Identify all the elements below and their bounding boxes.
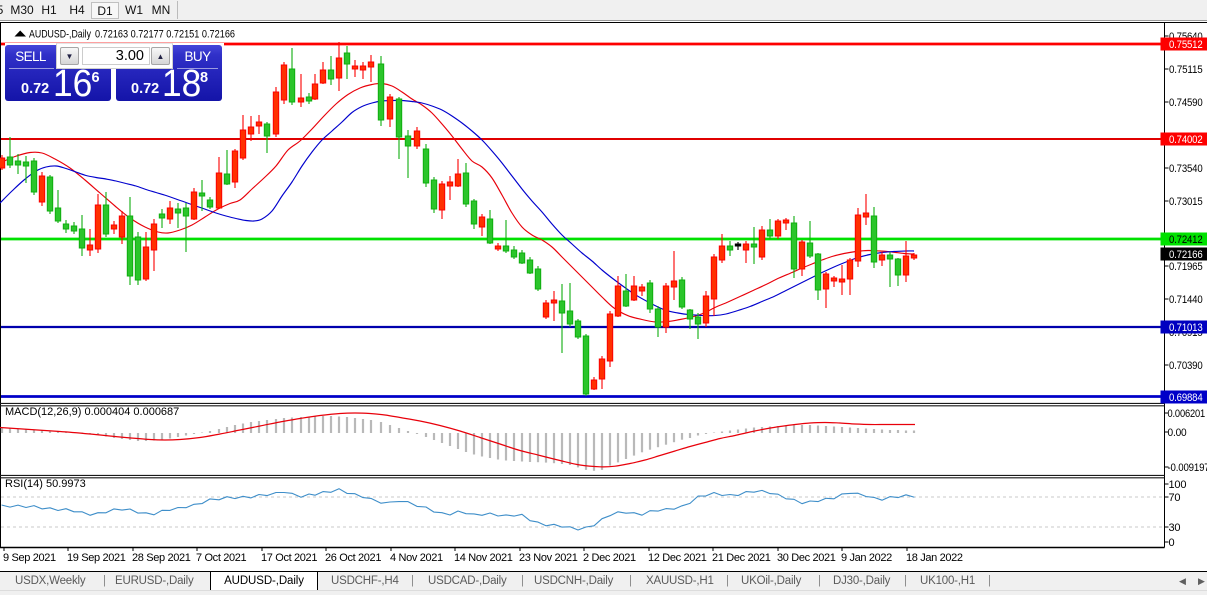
svg-text:28 Sep 2021: 28 Sep 2021 — [132, 552, 191, 564]
svg-text:21 Dec 2021: 21 Dec 2021 — [712, 552, 771, 564]
svg-text:0.73015: 0.73015 — [1169, 196, 1203, 208]
svg-text:AUDUSD-,Daily: AUDUSD-,Daily — [29, 29, 91, 41]
svg-text:18 Jan 2022: 18 Jan 2022 — [906, 552, 963, 564]
svg-text:0.74002: 0.74002 — [1169, 134, 1203, 146]
svg-text:0: 0 — [1169, 537, 1175, 549]
svg-text:0.71965: 0.71965 — [1169, 261, 1203, 273]
svg-text:0.75512: 0.75512 — [1169, 39, 1203, 51]
svg-text:0.72412: 0.72412 — [1169, 234, 1203, 246]
svg-text:26 Oct 2021: 26 Oct 2021 — [325, 552, 381, 564]
svg-text:0.73540: 0.73540 — [1169, 163, 1203, 175]
svg-text:0.70390: 0.70390 — [1169, 360, 1203, 372]
svg-text:19 Sep 2021: 19 Sep 2021 — [67, 552, 126, 564]
svg-text:RSI(14) 50.9973: RSI(14) 50.9973 — [5, 478, 86, 490]
svg-text:0.72166: 0.72166 — [1169, 249, 1203, 261]
svg-text:0.71440: 0.71440 — [1169, 294, 1203, 306]
svg-text:0.74590: 0.74590 — [1169, 97, 1203, 109]
svg-text:9 Sep 2021: 9 Sep 2021 — [3, 552, 56, 564]
svg-text:7 Oct 2021: 7 Oct 2021 — [196, 552, 247, 564]
svg-text:23 Nov 2021: 23 Nov 2021 — [519, 552, 578, 564]
svg-text:70: 70 — [1169, 492, 1181, 504]
svg-text:9 Jan 2022: 9 Jan 2022 — [841, 552, 892, 564]
svg-text:0.72163 0.72177 0.72151 0.7216: 0.72163 0.72177 0.72151 0.72166 — [95, 29, 235, 41]
svg-text:MACD(12,26,9) 0.000404 0.00068: MACD(12,26,9) 0.000404 0.000687 — [5, 406, 179, 418]
svg-text:17 Oct 2021: 17 Oct 2021 — [261, 552, 317, 564]
svg-text:14 Nov 2021: 14 Nov 2021 — [454, 552, 513, 564]
svg-text:30: 30 — [1169, 522, 1181, 534]
svg-text:0.69884: 0.69884 — [1169, 392, 1203, 404]
svg-text:30 Dec 2021: 30 Dec 2021 — [777, 552, 836, 564]
svg-text:2 Dec 2021: 2 Dec 2021 — [583, 552, 636, 564]
svg-text:0.00: 0.00 — [1168, 427, 1187, 439]
svg-text:-0.009197: -0.009197 — [1168, 462, 1207, 474]
svg-text:4 Nov 2021: 4 Nov 2021 — [390, 552, 443, 564]
svg-text:100: 100 — [1169, 479, 1187, 491]
svg-text:0.71013: 0.71013 — [1169, 322, 1203, 334]
svg-text:0.75115: 0.75115 — [1169, 64, 1203, 76]
svg-text:12 Dec 2021: 12 Dec 2021 — [648, 552, 707, 564]
svg-text:0.006201: 0.006201 — [1168, 408, 1206, 420]
